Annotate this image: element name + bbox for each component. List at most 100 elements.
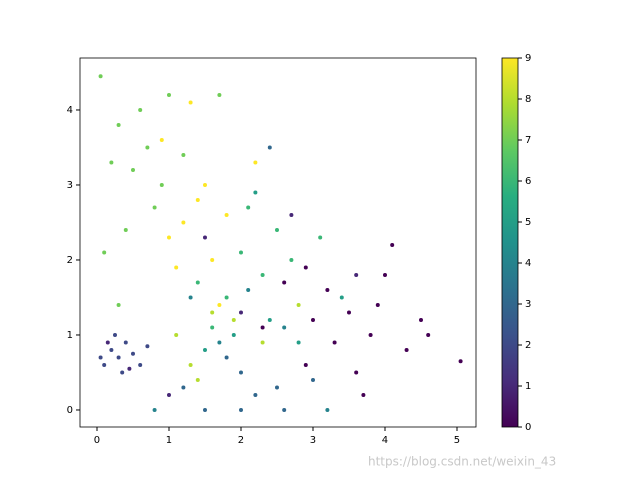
point — [390, 242, 395, 247]
point — [181, 385, 186, 390]
point — [174, 265, 179, 270]
axes-frame — [79, 57, 477, 428]
point — [282, 407, 287, 412]
point — [231, 317, 236, 322]
point — [253, 392, 258, 397]
y-tick-label: 2 — [67, 255, 73, 266]
y-tick-label: 1 — [67, 330, 73, 341]
watermark: https://blog.csdn.net/weixin_43 — [368, 455, 556, 469]
point — [109, 160, 114, 165]
point — [195, 377, 200, 382]
point — [296, 340, 301, 345]
point — [325, 407, 330, 412]
colorbar-tick-label: 9 — [525, 53, 531, 64]
point — [166, 392, 171, 397]
point — [382, 272, 387, 277]
point — [325, 287, 330, 292]
point — [217, 92, 222, 97]
point — [195, 280, 200, 285]
colorbar-tick-label: 1 — [525, 381, 531, 392]
point — [102, 362, 107, 367]
point — [267, 145, 272, 150]
point — [310, 317, 315, 322]
point — [109, 347, 114, 352]
point — [404, 347, 409, 352]
point — [98, 355, 103, 360]
point — [210, 310, 215, 315]
point — [246, 287, 251, 292]
point — [159, 137, 164, 142]
point — [238, 370, 243, 375]
colorbar — [501, 57, 519, 428]
point — [181, 220, 186, 225]
point — [238, 250, 243, 255]
point — [260, 325, 265, 330]
point — [238, 310, 243, 315]
point — [202, 347, 207, 352]
point — [123, 227, 128, 232]
point — [188, 362, 193, 367]
point — [426, 332, 431, 337]
point — [130, 167, 135, 172]
point — [361, 392, 366, 397]
point — [282, 325, 287, 330]
point — [260, 340, 265, 345]
y-tick-label: 0 — [67, 405, 73, 416]
x-tick-label: 4 — [382, 435, 388, 446]
colorbar-tick-label: 6 — [525, 176, 531, 187]
point — [166, 92, 171, 97]
point — [130, 351, 135, 356]
point — [368, 332, 373, 337]
point — [267, 317, 272, 322]
point — [202, 182, 207, 187]
point — [458, 359, 463, 364]
point — [120, 370, 125, 375]
point — [116, 302, 121, 307]
point — [188, 100, 193, 105]
point — [260, 272, 265, 277]
point — [339, 295, 344, 300]
point — [303, 362, 308, 367]
point — [116, 355, 121, 360]
y-tick-label: 4 — [67, 105, 73, 116]
point — [138, 362, 143, 367]
point — [123, 340, 128, 345]
point — [253, 190, 258, 195]
point — [152, 407, 157, 412]
point — [210, 325, 215, 330]
point — [296, 302, 301, 307]
point — [375, 302, 380, 307]
x-tick-label: 0 — [94, 435, 100, 446]
point — [224, 355, 229, 360]
colorbar-tick-label: 4 — [525, 258, 531, 269]
point — [346, 310, 351, 315]
x-tick-label: 3 — [310, 435, 316, 446]
point — [274, 227, 279, 232]
point — [310, 377, 315, 382]
colorbar-tick-label: 8 — [525, 94, 531, 105]
y-tick-label: 3 — [67, 180, 73, 191]
point — [102, 250, 107, 255]
point — [127, 366, 132, 371]
point — [332, 340, 337, 345]
point — [202, 235, 207, 240]
point — [159, 182, 164, 187]
point — [152, 205, 157, 210]
colorbar-tick-label: 5 — [525, 217, 531, 228]
point — [181, 152, 186, 157]
point — [202, 407, 207, 412]
x-tick-label: 1 — [166, 435, 172, 446]
point — [246, 205, 251, 210]
point — [231, 332, 236, 337]
point — [145, 344, 150, 349]
point — [195, 197, 200, 202]
point — [418, 317, 423, 322]
point — [116, 122, 121, 127]
point — [238, 407, 243, 412]
point — [253, 160, 258, 165]
x-tick-label: 5 — [454, 435, 460, 446]
point — [217, 302, 222, 307]
point — [282, 280, 287, 285]
point — [188, 295, 193, 300]
